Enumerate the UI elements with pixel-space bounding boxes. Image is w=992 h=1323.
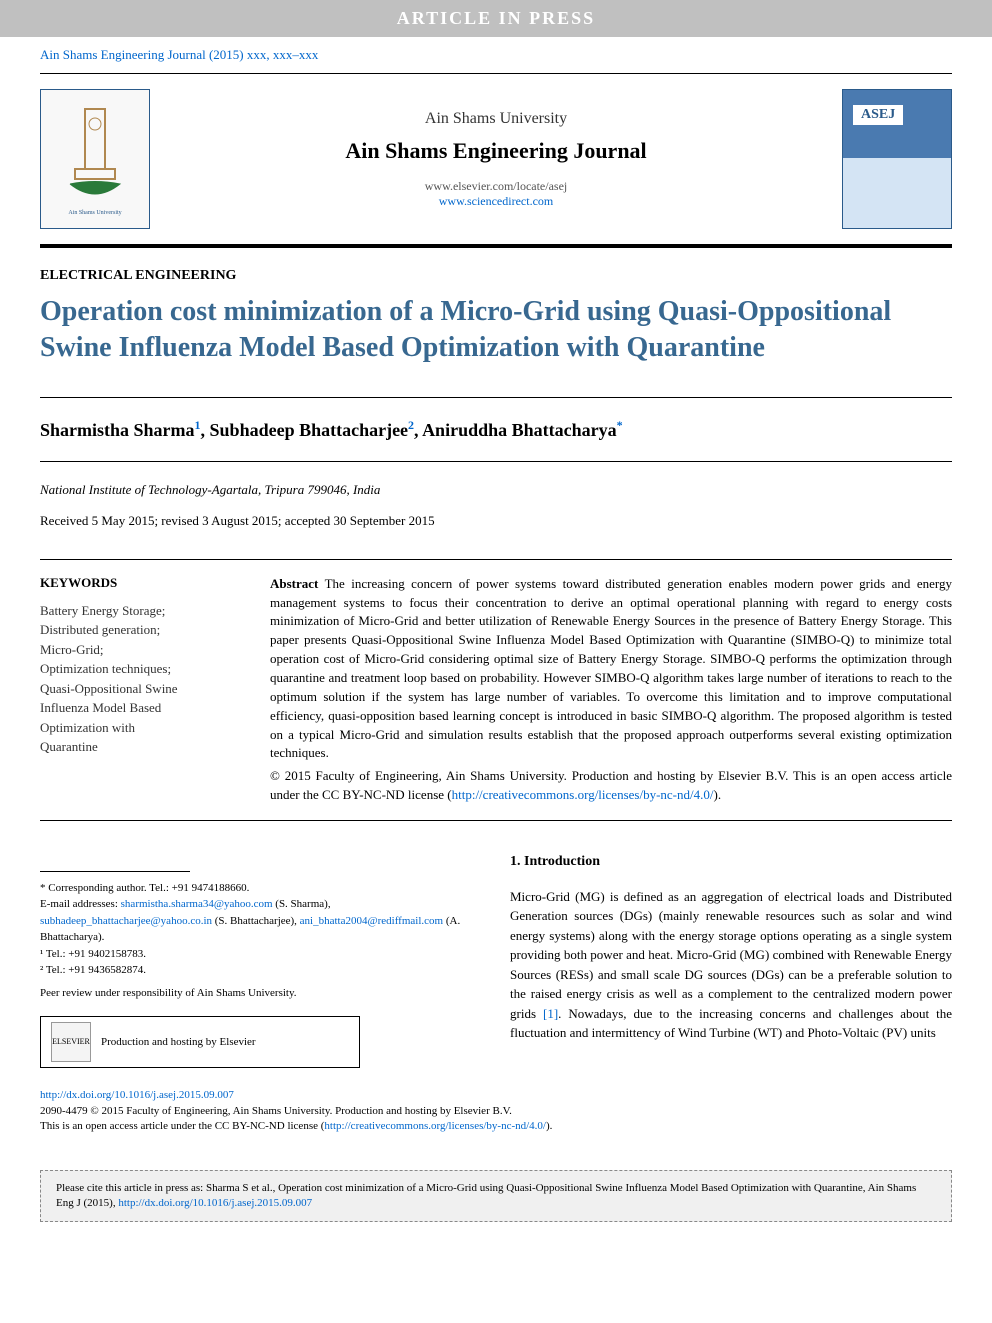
doi-link[interactable]: http://dx.doi.org/10.1016/j.asej.2015.09… [40, 1089, 234, 1101]
article-title: Operation cost minimization of a Micro-G… [40, 294, 952, 367]
divider [40, 461, 952, 462]
article-in-press-banner: ARTICLE IN PRESS [0, 0, 992, 37]
author-3-corresponding[interactable]: * [617, 418, 623, 432]
keywords-list: Battery Energy Storage; Distributed gene… [40, 601, 240, 757]
citation-doi-link[interactable]: http://dx.doi.org/10.1016/j.asej.2015.09… [118, 1197, 312, 1209]
hosting-text: Production and hosting by Elsevier [101, 1034, 256, 1051]
author-2: Subhadeep Bhattacharjee [210, 420, 409, 440]
peer-review-note: Peer review under responsibility of Ain … [40, 985, 480, 1002]
abstract-label: Abstract [270, 576, 318, 591]
elsevier-locate-link[interactable]: www.elsevier.com/locate/asej [150, 179, 842, 194]
copyright-line: 2090-4479 © 2015 Faculty of Engineering,… [40, 1104, 952, 1119]
journal-header: Ain Shams University Ain Shams Universit… [0, 74, 992, 244]
article-dates: Received 5 May 2015; revised 3 August 20… [40, 513, 952, 529]
email-link-2[interactable]: subhadeep_bhattacharjee@yahoo.co.in [40, 915, 212, 927]
email-link-3[interactable]: ani_bhatta2004@rediffmail.com [300, 915, 443, 927]
footnote-separator [40, 871, 190, 872]
abstract-block: Abstract The increasing concern of power… [270, 575, 952, 805]
divider [40, 397, 952, 398]
keywords-heading: KEYWORDS [40, 575, 240, 591]
email-addresses: E-mail addresses: sharmistha.sharma34@ya… [40, 896, 480, 946]
hosting-box: ELSEVIER Production and hosting by Elsev… [40, 1016, 360, 1068]
divider [40, 820, 952, 821]
asej-badge: ASEJ [853, 105, 903, 125]
corresponding-author-note: * Corresponding author. Tel.: +91 947418… [40, 880, 480, 897]
license-link[interactable]: http://creativecommons.org/licenses/by-n… [452, 787, 714, 802]
email-link-1[interactable]: sharmistha.sharma34@yahoo.com [121, 898, 273, 910]
university-logo: Ain Shams University [40, 89, 150, 229]
university-name: Ain Shams University [150, 110, 842, 128]
journal-cover-thumbnail: ASEJ [842, 89, 952, 229]
tel-footnote-2: ² Tel.: +91 9436582874. [40, 962, 480, 979]
author-1: Sharmistha Sharma [40, 420, 195, 440]
introduction-heading: 1. Introduction [510, 851, 952, 872]
tel-footnote-1: ¹ Tel.: +91 9402158783. [40, 946, 480, 963]
section-category: ELECTRICAL ENGINEERING [40, 268, 952, 284]
authors-line: Sharmistha Sharma1, Subhadeep Bhattachar… [40, 418, 952, 441]
affiliation: National Institute of Technology-Agartal… [40, 482, 952, 498]
license-url-link[interactable]: http://creativecommons.org/licenses/by-n… [324, 1120, 546, 1132]
journal-name: Ain Shams Engineering Journal [150, 138, 842, 164]
elsevier-logo-icon: ELSEVIER [51, 1022, 91, 1062]
sciencedirect-link[interactable]: www.sciencedirect.com [150, 194, 842, 209]
svg-text:Ain Shams University: Ain Shams University [68, 210, 121, 216]
divider [40, 559, 952, 560]
license-line: This is an open access article under the… [40, 1119, 952, 1134]
citation-box: Please cite this article in press as: Sh… [40, 1170, 952, 1223]
abstract-body: The increasing concern of power systems … [270, 576, 952, 761]
journal-reference: Ain Shams Engineering Journal (2015) xxx… [0, 37, 992, 73]
author-3: Aniruddha Bhattacharya [422, 420, 617, 440]
reference-link-1[interactable]: [1] [543, 1006, 558, 1021]
introduction-paragraph: Micro-Grid (MG) is defined as an aggrega… [510, 887, 952, 1043]
